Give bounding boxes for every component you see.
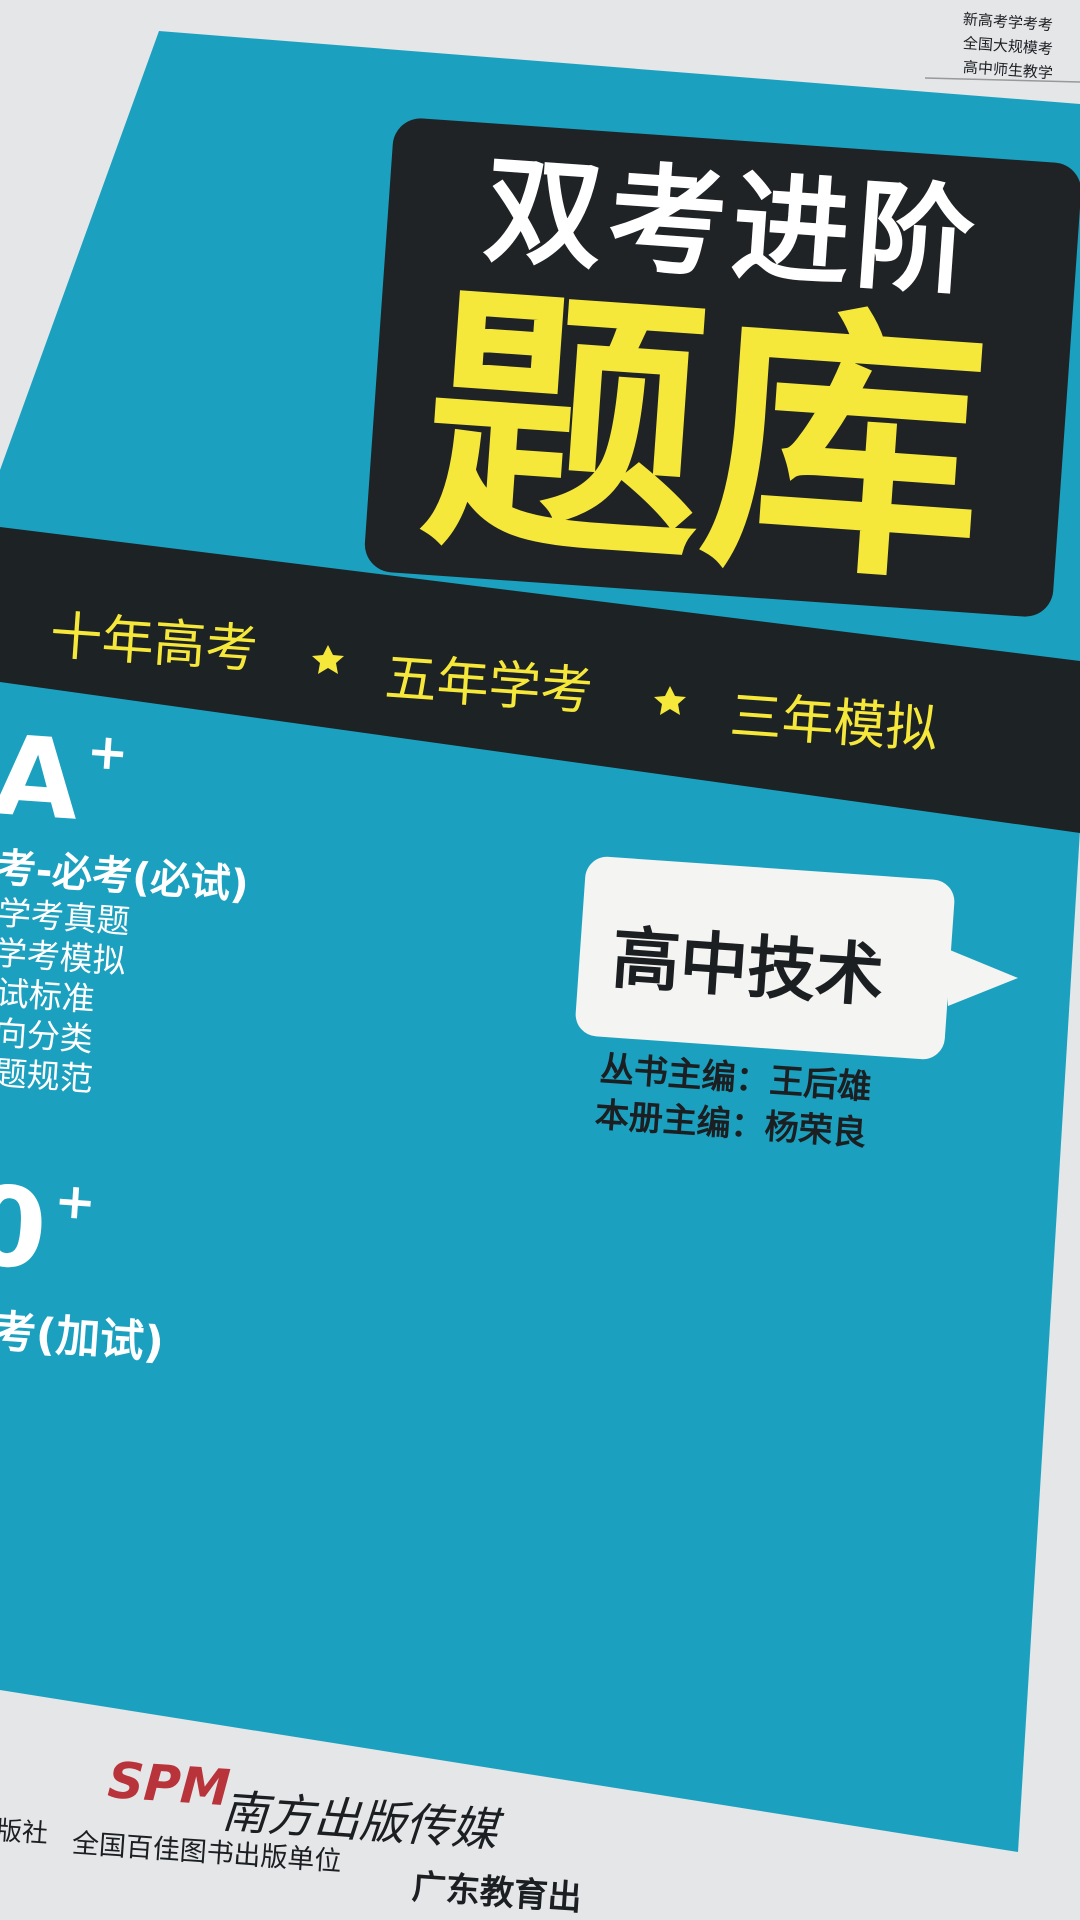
- feature: 试标准: [0, 973, 97, 1019]
- star: [654, 686, 686, 715]
- feature: 学考真题: [0, 893, 132, 942]
- star: [312, 645, 344, 674]
- feature: 题规范: [0, 1053, 95, 1099]
- tagline-band: [0, 527, 1080, 833]
- tagline: 三年模拟: [727, 686, 940, 761]
- grade-sup: +: [85, 721, 131, 783]
- tagline: 五年学考: [382, 648, 595, 723]
- bubble-tail: [945, 948, 1018, 1006]
- logo: SPM: [105, 1751, 233, 1818]
- tagline: 十年高考: [47, 606, 260, 681]
- footer-text: 版社: [0, 1816, 49, 1850]
- score: 0: [0, 1161, 51, 1295]
- rule: [924, 77, 1080, 83]
- subject: 高中技术: [609, 919, 887, 1017]
- score-sup: +: [52, 1170, 98, 1232]
- score-label: 考(加试): [0, 1306, 166, 1369]
- feature: 学考模拟: [0, 933, 128, 982]
- grade: A: [0, 711, 84, 845]
- feature: 向分类: [0, 1013, 95, 1059]
- title-main: 题库: [413, 257, 996, 622]
